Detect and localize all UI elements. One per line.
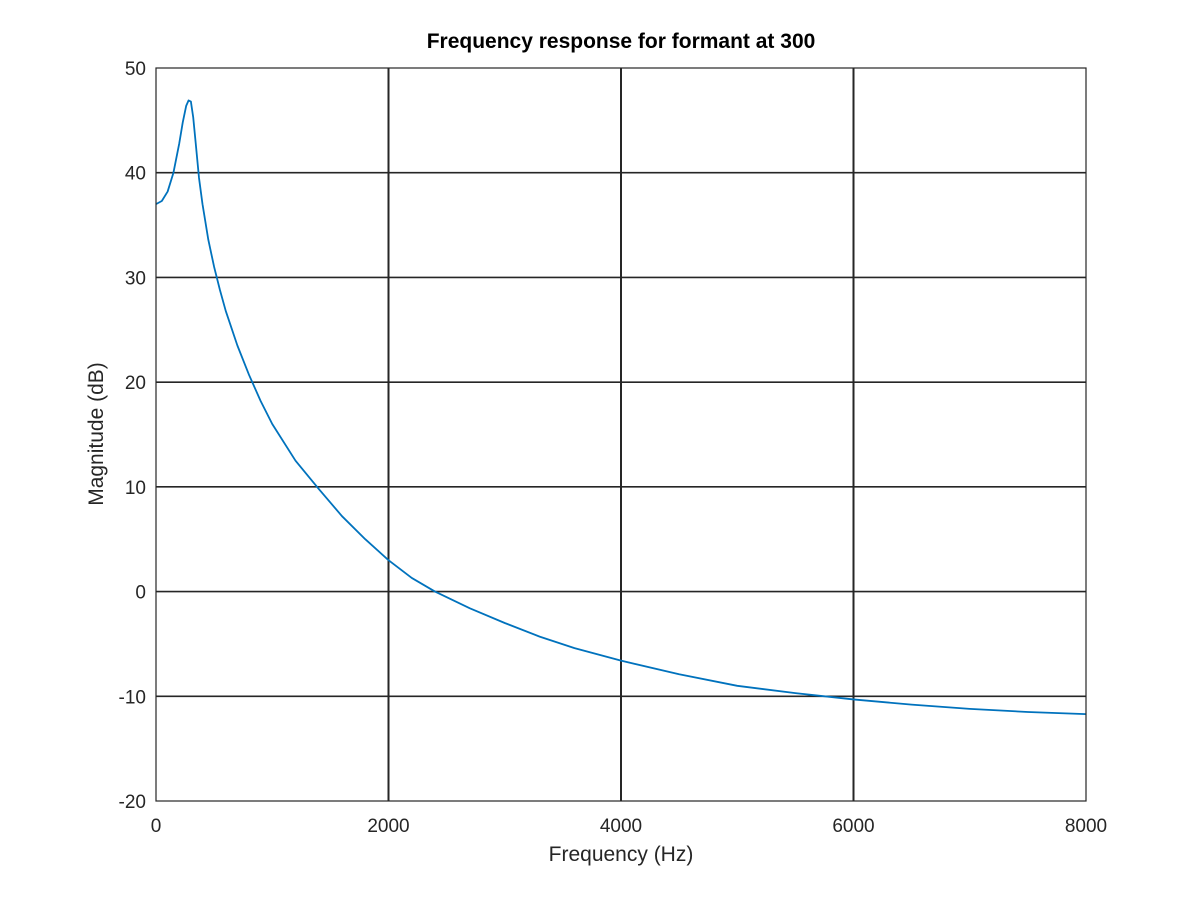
y-tick-label: -20 — [119, 792, 146, 813]
series-line — [155, 99, 1087, 715]
y-tick-label: 10 — [125, 478, 146, 499]
y-tick-label: 20 — [125, 373, 146, 394]
y-tick-label: 30 — [125, 268, 146, 289]
x-tick-label: 4000 — [600, 816, 642, 837]
tick-labels: 0 2000 4000 6000 8000 -20 -10 0 10 20 30 40 50 — [119, 59, 1108, 837]
x-tick-label: 8000 — [1065, 816, 1107, 837]
axes-box — [155, 67, 1087, 802]
series-group — [155, 99, 1087, 715]
x-tick-label: 0 — [151, 816, 162, 837]
x-tick-label: 6000 — [832, 816, 874, 837]
y-tick-label: 0 — [135, 583, 146, 604]
grid-lines — [156, 68, 1086, 801]
y-tick-label: 50 — [125, 59, 146, 80]
chart-title: Frequency response for formant at 300 — [427, 30, 816, 53]
x-axis-label: Frequency (Hz) — [549, 843, 694, 866]
y-tick-label: 40 — [125, 164, 146, 185]
y-axis-label: Magnitude (dB) — [85, 362, 108, 506]
y-tick-label: -10 — [119, 687, 146, 708]
x-tick-label: 2000 — [367, 816, 409, 837]
